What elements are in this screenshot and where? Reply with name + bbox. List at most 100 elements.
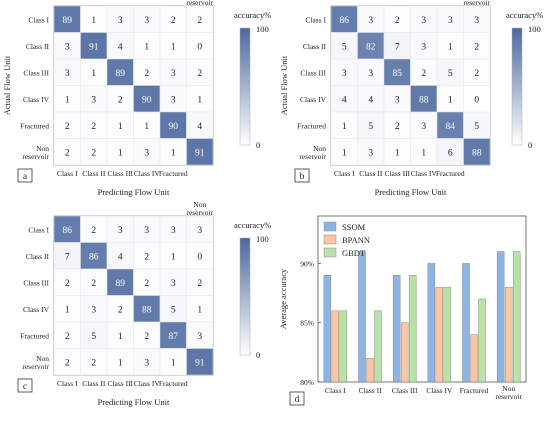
heatmap-cell <box>186 348 214 376</box>
heatmap-cell-value: 2 <box>91 358 96 368</box>
heatmap-cell <box>463 5 491 33</box>
heatmap-cell-value: 1 <box>91 69 96 79</box>
heatmap-cell-value: 2 <box>91 279 96 289</box>
heatmap-panel-b: 86 3 2 3 3 3 5 82 7 3 1 2 3 3 85 2 5 2 4 4 3 88 1 0 1 5 2 3 84 5 1 3 1 1 6… <box>279 0 543 197</box>
heatmap-cell <box>106 111 134 139</box>
heatmap-cell <box>53 32 81 60</box>
heatmap-cell <box>80 5 108 33</box>
bar <box>504 286 513 383</box>
heatmap-cell-value: 91 <box>195 148 205 158</box>
heatmap-cell <box>80 348 108 376</box>
x-tick-label: Fractured <box>460 386 489 395</box>
x-tick-label: Class IV <box>134 169 161 178</box>
heatmap-cell-value: 0 <box>474 95 479 105</box>
heatmap-cell-value: 1 <box>144 122 149 132</box>
heatmap-cell <box>357 138 385 166</box>
heatmap-cell-value: 2 <box>91 148 96 158</box>
heatmap-cell-value: 2 <box>65 279 70 289</box>
heatmap-cell-value: 2 <box>118 95 123 105</box>
heatmap-cell-value: 1 <box>171 42 176 52</box>
heatmap-cell-value: 4 <box>197 122 202 132</box>
heatmap-cell <box>410 58 438 86</box>
y-tick-label: Class I <box>28 15 49 24</box>
x-tick-label: Fractured <box>436 169 465 178</box>
legend-label: SSOM <box>342 222 366 232</box>
heatmap-cell <box>106 58 134 86</box>
y-tick-label: Fractured <box>20 121 49 130</box>
heatmap-cell <box>133 5 161 33</box>
heatmap-cell <box>106 348 134 376</box>
heatmap-cell <box>463 85 491 113</box>
heatmap-cell-value: 5 <box>448 69 453 79</box>
heatmap-cell-value: 5 <box>474 122 479 132</box>
heatmap-cell-value: 2 <box>65 358 70 368</box>
heatmap-cell-value: 1 <box>65 305 70 315</box>
heatmap-cell <box>330 58 358 86</box>
bar <box>470 334 478 383</box>
heatmap-cell <box>330 85 358 113</box>
heatmap-cell-value: 3 <box>65 42 70 52</box>
heatmap-cell <box>186 85 214 113</box>
heatmap-cell-value: 3 <box>448 16 453 26</box>
heatmap-cell <box>80 321 108 349</box>
heatmap-cell-value: 1 <box>118 332 123 342</box>
heatmap-cell-value: 1 <box>118 148 123 158</box>
x-tick-label: Class II <box>82 379 106 388</box>
heatmap-cell-value: 1 <box>171 358 176 368</box>
x-axis-title: Predicting Flow Unit <box>98 397 170 407</box>
heatmap-cell-value: 5 <box>368 122 373 132</box>
heatmap-cell-value: 3 <box>368 148 373 158</box>
heatmap-cell-value: 2 <box>65 148 70 158</box>
heatmap-cell-value: 1 <box>91 16 96 26</box>
colorbar-min-label: 0 <box>256 140 260 150</box>
heatmap-cell-value: 2 <box>91 122 96 132</box>
y-axis-title: Actual Flow Unit <box>279 55 289 115</box>
panel-label: c <box>23 382 27 392</box>
heatmap-cell <box>463 58 491 86</box>
heatmap-cell-value: 86 <box>340 16 350 26</box>
panel-label-box <box>289 391 305 406</box>
heatmap-cell-value: 1 <box>118 358 123 368</box>
heatmap-cell-value: 1 <box>197 95 202 105</box>
x-tick-label: Class III <box>107 379 133 388</box>
bar <box>331 310 340 383</box>
y-tick-label: Class IV <box>300 95 327 104</box>
heatmap-cell <box>106 295 134 323</box>
heatmap-cell <box>186 111 214 139</box>
heatmap-cell-value: 2 <box>395 122 400 132</box>
heatmap-cell-value: 3 <box>144 148 149 158</box>
y-tick-label: Class III <box>300 68 326 77</box>
bar <box>366 358 374 383</box>
bar <box>435 286 444 383</box>
heatmap-cell <box>383 32 411 60</box>
heatmap-cell <box>186 58 214 86</box>
heatmap-cell <box>106 215 134 243</box>
colorbar-max-label: 100 <box>256 234 269 244</box>
heatmap-cell-value: 3 <box>197 332 202 342</box>
x-tick-label: Class IV <box>411 169 438 178</box>
heatmap-cell <box>186 5 214 33</box>
colorbar-title: accuracy% <box>506 10 543 20</box>
heatmap-panel-c: 86 2 3 3 3 3 7 86 4 2 1 0 2 2 89 2 3 2 1 3 2 88 5 1 2 5 1 2 87 3 2 2 1 3 1… <box>17 200 271 407</box>
heatmap-cell <box>330 138 358 166</box>
x-tick-label: Class III <box>107 169 133 178</box>
heatmap-cell-value: 1 <box>171 252 176 262</box>
heatmap-cell <box>159 32 187 60</box>
y-tick-label: Class II <box>26 42 50 51</box>
bar <box>374 310 382 383</box>
heatmap-cell <box>410 85 438 113</box>
heatmap-cell-value: 2 <box>197 69 202 79</box>
heatmap-cell <box>80 58 108 86</box>
heatmap-cell-value: 3 <box>342 69 347 79</box>
heatmap-cell-value: 4 <box>118 252 123 262</box>
colorbar-max-label: 100 <box>256 24 269 34</box>
y-tick-label: Class I <box>28 225 49 234</box>
heatmap-cell <box>133 348 161 376</box>
heatmap-cell <box>330 32 358 60</box>
heatmap-cell-value: 3 <box>171 95 176 105</box>
heatmap-cell-value: 3 <box>395 95 400 105</box>
heatmap-cell-value: 3 <box>171 279 176 289</box>
y-axis-title: Actual Flow Unit <box>2 55 12 115</box>
